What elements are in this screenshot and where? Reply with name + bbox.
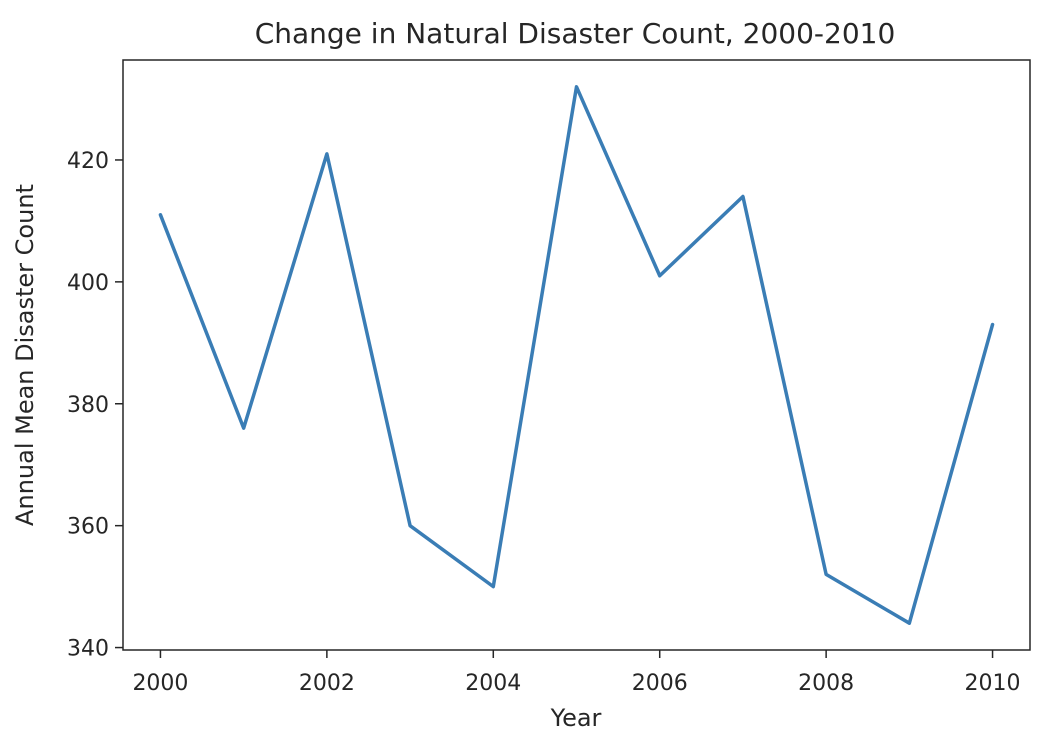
y-tick-label: 340 bbox=[67, 637, 109, 662]
y-axis: 340 360 380 400 420 bbox=[67, 149, 123, 662]
x-tick-label: 2010 bbox=[965, 671, 1021, 696]
x-tick-label: 2008 bbox=[798, 671, 854, 696]
x-tick-label: 2000 bbox=[132, 671, 188, 696]
plot-frame bbox=[123, 60, 1030, 650]
x-tick-label: 2004 bbox=[465, 671, 521, 696]
x-axis: 2000 2002 2004 2006 2008 2010 bbox=[132, 650, 1020, 696]
y-tick-label: 380 bbox=[67, 393, 109, 418]
x-axis-label: Year bbox=[550, 704, 602, 732]
series-line bbox=[160, 87, 992, 623]
x-tick-label: 2002 bbox=[299, 671, 355, 696]
y-axis-label: Annual Mean Disaster Count bbox=[11, 184, 39, 526]
y-tick-label: 360 bbox=[67, 515, 109, 540]
x-tick-label: 2006 bbox=[632, 671, 688, 696]
y-tick-label: 400 bbox=[67, 271, 109, 296]
chart-title: Change in Natural Disaster Count, 2000-2… bbox=[255, 17, 896, 50]
y-tick-label: 420 bbox=[67, 149, 109, 174]
series-layer bbox=[160, 87, 992, 623]
